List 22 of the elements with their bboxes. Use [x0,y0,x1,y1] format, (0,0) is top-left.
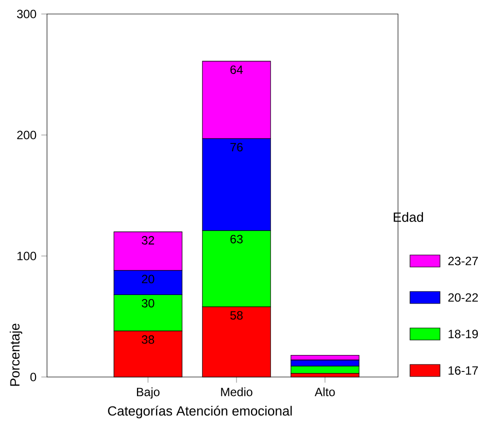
x-axis-title: Categorías Atención emocional [108,406,292,418]
data-label: 32 [142,236,154,245]
x-tick-label: Medio [221,387,252,396]
y-tick-label: 300 [17,10,36,18]
y-tick-label: 0 [30,372,36,382]
data-label: 38 [142,335,154,344]
data-label: 63 [230,234,243,244]
x-tick-label: Alto [314,387,335,396]
legend-label: 18-19 [448,330,478,338]
data-label: 30 [142,298,154,308]
data-label: 76 [230,142,243,152]
y-axis-title: Porcentaje [10,324,22,386]
x-tick-label: Bajo [136,387,160,399]
y-tick-label: 100 [18,252,36,260]
legend-label: 23-27 [448,256,478,266]
data-label: 64 [230,65,243,74]
legend-label: 16-17 [448,366,478,375]
data-label: 58 [230,311,243,320]
legend-label: 20-22 [448,293,478,302]
data-label: 20 [142,274,154,284]
y-tick-label: 200 [17,130,36,140]
legend-title: Edad [394,212,423,222]
